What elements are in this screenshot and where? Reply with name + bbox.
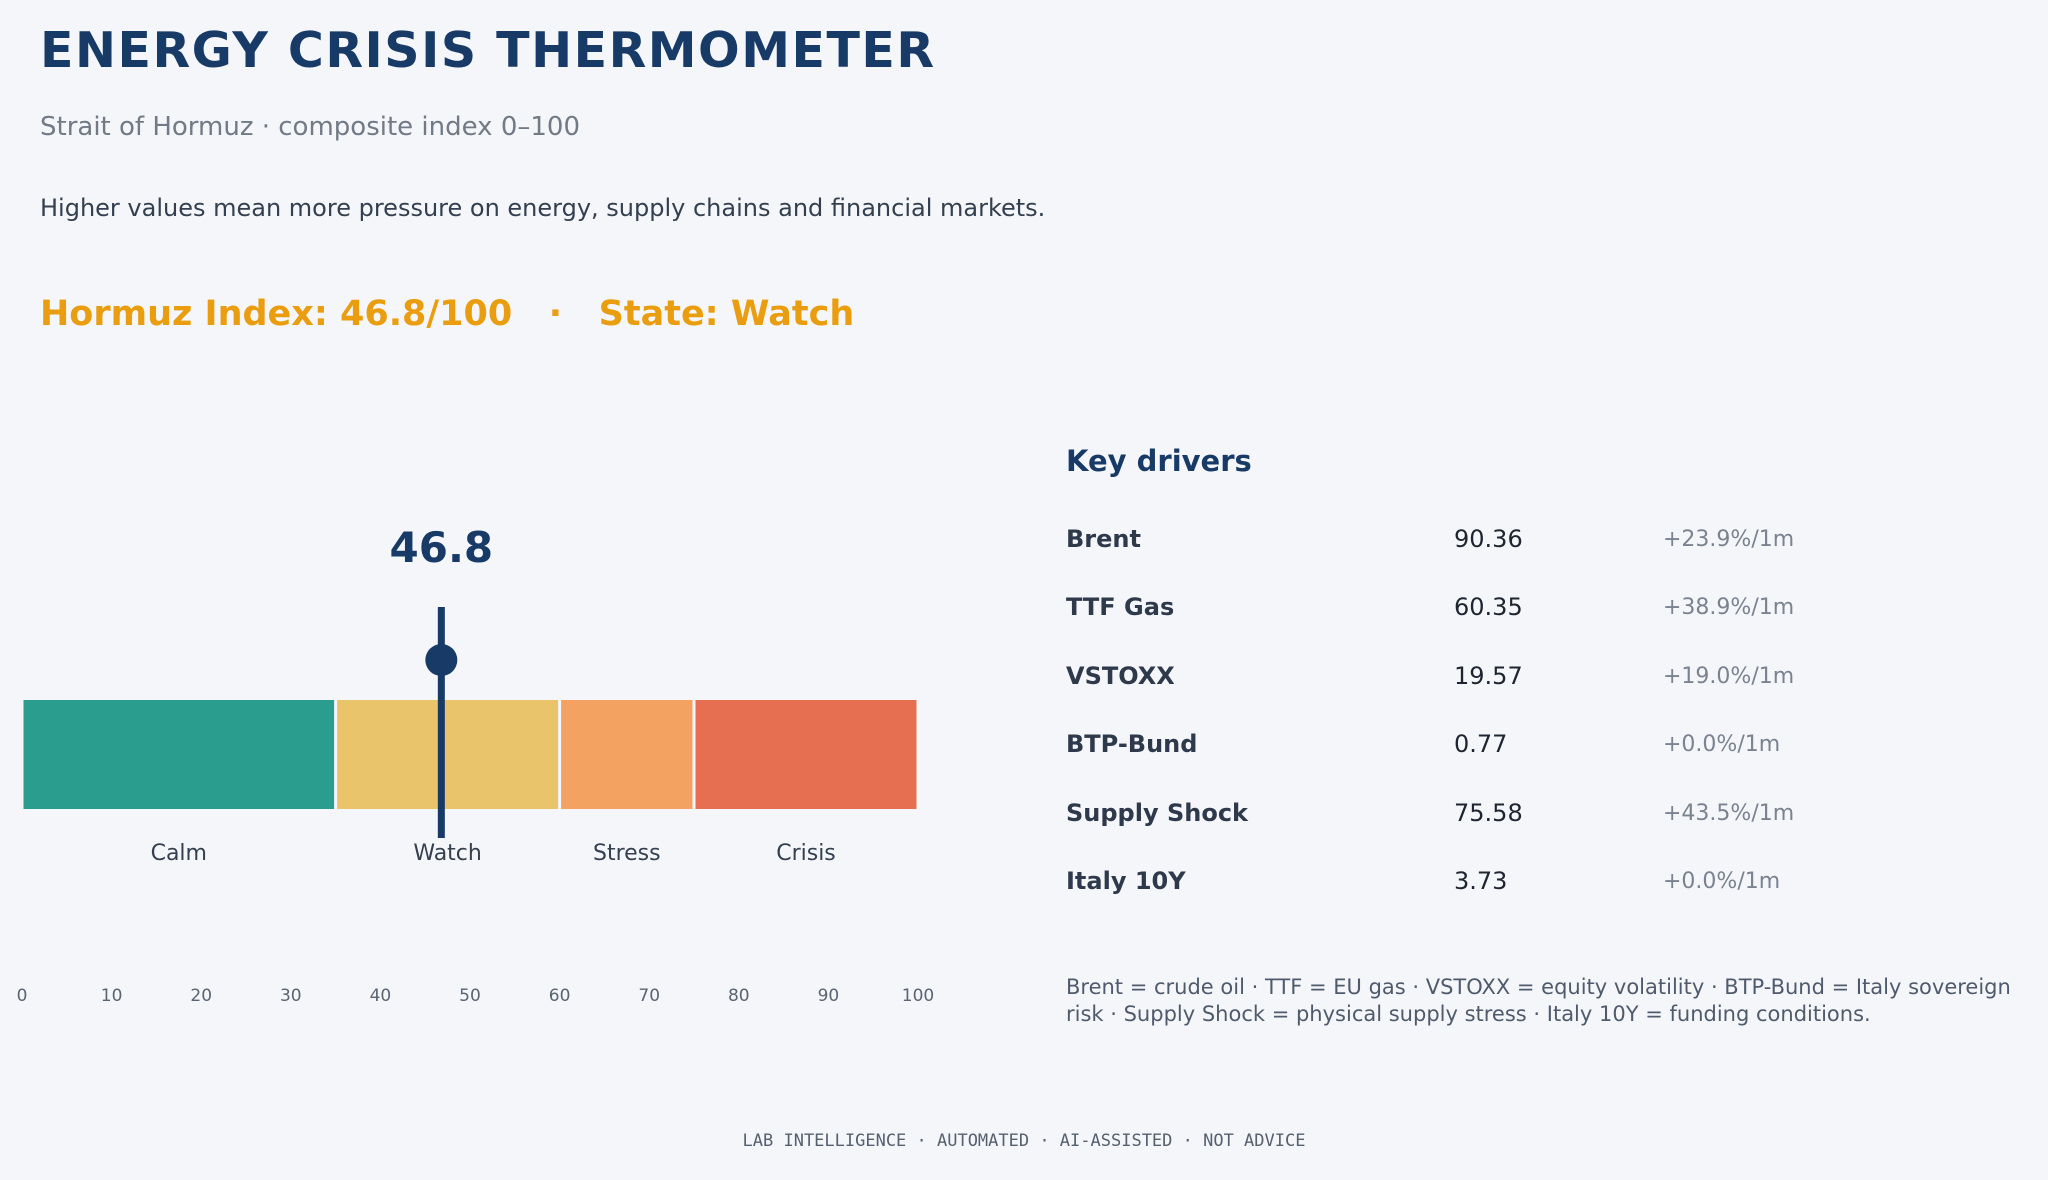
- tick-label: 80: [728, 986, 750, 1006]
- state-label: State: Watch: [598, 294, 855, 334]
- driver-change: +23.9%/1m: [1663, 527, 1795, 552]
- segment-crisis: [695, 700, 917, 809]
- segment-calm: [23, 700, 335, 809]
- driver-value: 3.73: [1454, 867, 1508, 895]
- tick-label: 20: [190, 986, 212, 1006]
- thermometer-gauge: Calm Watch Stress Crisis 0 10 20 30 40 50 60 70 80 90…: [17, 523, 935, 1006]
- driver-row-ttf-gas: TTF Gas 60.35 +38.9%/1m: [1066, 593, 1966, 633]
- driver-row-btp-bund: BTP-Bund 0.77 +0.0%/1m: [1066, 730, 1966, 770]
- driver-row-vstoxx: VSTOXX 19.57 +19.0%/1m: [1066, 662, 1966, 702]
- tick-label: 0: [17, 986, 28, 1006]
- page-subtitle: Strait of Hormuz · composite index 0–100: [40, 112, 580, 142]
- tick-label: 90: [818, 986, 840, 1006]
- page-description: Higher values mean more pressure on ener…: [40, 194, 1046, 222]
- index-value-label: Hormuz Index: 46.8/100: [40, 294, 513, 334]
- tick-label: 30: [280, 986, 302, 1006]
- driver-change: +19.0%/1m: [1663, 664, 1795, 689]
- driver-name: VSTOXX: [1066, 662, 1175, 690]
- tick-label: 50: [459, 986, 481, 1006]
- segment-label-crisis: Crisis: [776, 841, 836, 866]
- segment-label-stress: Stress: [593, 841, 661, 866]
- tick-label: 10: [101, 986, 123, 1006]
- page-title: ENERGY CRISIS THERMOMETER: [40, 22, 936, 79]
- driver-value: 0.77: [1454, 730, 1508, 758]
- tick-label: 60: [549, 986, 571, 1006]
- tick-label: 100: [902, 986, 934, 1006]
- driver-change: +0.0%/1m: [1663, 732, 1781, 757]
- key-drivers-heading: Key drivers: [1066, 444, 1252, 478]
- segment-label-watch: Watch: [413, 841, 482, 866]
- driver-name: Italy 10Y: [1066, 867, 1186, 895]
- driver-value: 75.58: [1454, 799, 1523, 827]
- segment-stress: [561, 700, 693, 809]
- footer-disclaimer: LAB INTELLIGENCE · AUTOMATED · AI-ASSIST…: [742, 1131, 1306, 1151]
- driver-name: Supply Shock: [1066, 799, 1249, 827]
- driver-name: BTP-Bund: [1066, 730, 1198, 758]
- index-status-line: Hormuz Index: 46.8/100 · State: Watch: [40, 294, 854, 334]
- value-label: 46.8: [390, 523, 494, 572]
- driver-row-italy-10y: Italy 10Y 3.73 +0.0%/1m: [1066, 867, 1966, 907]
- value-marker-dot: [425, 644, 458, 676]
- driver-change: +0.0%/1m: [1663, 869, 1781, 894]
- driver-name: Brent: [1066, 525, 1141, 553]
- driver-value: 19.57: [1454, 662, 1523, 690]
- tick-label: 40: [370, 986, 392, 1006]
- driver-row-supply-shock: Supply Shock 75.58 +43.5%/1m: [1066, 799, 1966, 839]
- status-separator: ·: [548, 294, 563, 334]
- driver-value: 90.36: [1454, 525, 1523, 553]
- driver-name: TTF Gas: [1066, 593, 1175, 621]
- driver-change: +38.9%/1m: [1663, 595, 1795, 620]
- driver-value: 60.35: [1454, 593, 1523, 621]
- drivers-legend-note: Brent = crude oil · TTF = EU gas · VSTOX…: [1066, 975, 2011, 1026]
- driver-change: +43.5%/1m: [1663, 801, 1795, 826]
- driver-row-brent: Brent 90.36 +23.9%/1m: [1066, 525, 1966, 565]
- segment-label-calm: Calm: [151, 841, 207, 866]
- tick-label: 70: [638, 986, 660, 1006]
- segment-watch: [337, 700, 559, 809]
